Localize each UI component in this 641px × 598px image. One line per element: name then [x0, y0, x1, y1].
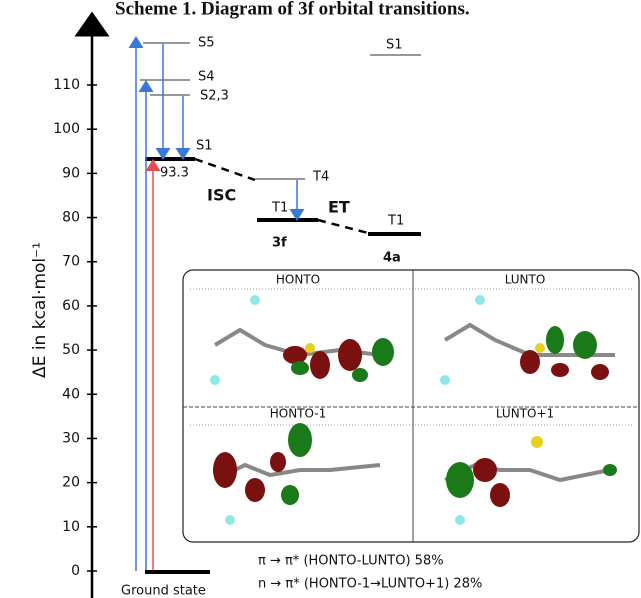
- tick-label: 80: [62, 210, 80, 226]
- molecule: [210, 295, 617, 525]
- tick-label: 30: [62, 430, 80, 446]
- level-label: T1: [387, 214, 404, 229]
- arrows: [128, 36, 305, 571]
- tick-label: 100: [53, 121, 80, 137]
- tick-label: 90: [62, 165, 80, 181]
- energy-label: 93.3: [160, 166, 189, 181]
- tick-label: 70: [62, 254, 80, 270]
- orbital-panel: HONTO LUNTO HONTO-1 LUNTO+1: [182, 269, 640, 543]
- tick-label: 10: [62, 519, 80, 535]
- level-label: S1: [386, 38, 403, 53]
- level-label: S2,3: [200, 89, 229, 104]
- et-label: ET: [328, 198, 350, 217]
- ground-label: Ground state: [121, 584, 206, 598]
- panel-label: LUNTO: [505, 273, 546, 287]
- footer-line: π → π* (HONTO-LUNTO) 58%: [258, 554, 444, 569]
- level-label: S5: [198, 36, 215, 51]
- tick-label: 0: [71, 563, 80, 579]
- title: Scheme 1. Diagram of 3f orbital transiti…: [115, 0, 470, 19]
- level-label: T4: [312, 170, 329, 185]
- tick-label: 20: [62, 475, 80, 491]
- tick-label: 50: [62, 342, 80, 358]
- panel-label: HONTO: [276, 273, 320, 287]
- connector: [317, 218, 369, 235]
- level-label: S1: [196, 139, 213, 154]
- compound-label: 4a: [383, 251, 401, 266]
- panel-label: LUNTO+1: [496, 407, 554, 421]
- axis-label: ΔE in kcal·mol⁻¹: [30, 242, 50, 378]
- panel-label: HONTO-1: [270, 407, 327, 421]
- tick-label: 40: [62, 386, 80, 402]
- compound-label: 3f: [272, 236, 287, 251]
- panel-frame: [182, 269, 640, 543]
- level-label: T1: [271, 201, 288, 216]
- levels: S5 S4 S2,3 S1 93.3 T4 T1 3f ISC ET T1 4a…: [140, 36, 421, 266]
- ticks: 0 10 20 30 40 50 60 70 80 90 100 110: [53, 77, 97, 579]
- connector: [194, 157, 256, 182]
- isc-label: ISC: [207, 186, 236, 205]
- level-label: S4: [198, 70, 215, 85]
- tick-label: 60: [62, 298, 80, 314]
- tick-label: 110: [53, 77, 80, 93]
- footer-line: n → π* (HONTO-1→LUNTO+1) 28%: [258, 577, 482, 592]
